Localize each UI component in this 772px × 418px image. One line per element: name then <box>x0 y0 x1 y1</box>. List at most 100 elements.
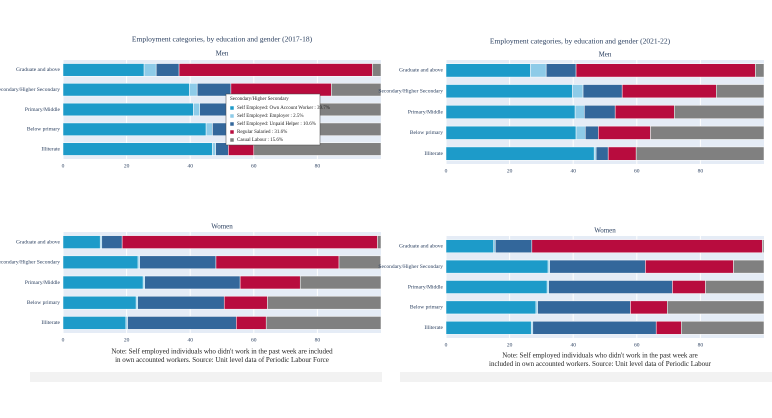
bar-segment <box>650 125 765 140</box>
bar-segment <box>372 63 382 77</box>
y-tick-label: Illiterate <box>424 151 443 157</box>
bar-segment <box>614 105 675 119</box>
bar-segment <box>585 125 599 140</box>
x-tick-label: 60 <box>634 342 640 348</box>
x-tick-label: 0 <box>62 163 65 169</box>
bar-segment <box>137 295 225 310</box>
bar-segment <box>655 321 682 335</box>
bar-segment <box>762 239 765 253</box>
tooltip-box <box>225 93 321 146</box>
bar-segment <box>239 275 301 290</box>
bar-segment <box>445 280 548 294</box>
bar-segment <box>62 295 137 310</box>
bar-segment <box>598 125 651 140</box>
x-tick-label: 80 <box>698 342 704 348</box>
bar-segment <box>549 259 646 274</box>
y-tick-label: Illiterate <box>41 320 60 326</box>
x-tick-label: 80 <box>698 168 704 174</box>
note: Note: Self employed individuals who didn… <box>502 352 697 360</box>
bar-segment <box>630 300 668 315</box>
bar-segment <box>495 239 533 253</box>
y-tick-label: Primary/Middle <box>25 280 61 286</box>
note: Note: Self employed individuals who didn… <box>111 348 333 356</box>
bar-segment <box>331 83 382 97</box>
bar-segment <box>205 122 213 136</box>
bar-segment <box>705 280 765 294</box>
tooltip-line: Regular Salaried : 31.6% <box>237 130 287 135</box>
y-tick-label: Secondary/Higher Secondary <box>378 88 443 94</box>
bar-segment <box>531 239 763 253</box>
chart-title: Employment categories, by education and … <box>132 35 313 44</box>
bar-segment <box>101 235 123 249</box>
bar-segment <box>62 316 127 330</box>
subplot-title: Men <box>599 51 612 59</box>
x-tick-label: 20 <box>507 342 513 348</box>
bar-segment <box>193 102 200 117</box>
y-tick-label: Below primary <box>27 300 60 306</box>
tooltip-line: Self Employed: Unpaid Helper : 10.6% <box>237 122 316 127</box>
bar-segment <box>299 275 382 290</box>
bar-segment <box>144 275 241 290</box>
tooltip-swatch <box>229 129 235 135</box>
bar-segment <box>674 105 765 119</box>
y-tick-label: Graduate and above <box>399 243 444 249</box>
bar-segment <box>571 84 584 99</box>
bar-segment <box>445 321 532 335</box>
x-tick-label: 60 <box>251 337 257 343</box>
note: included in own accounted workers. Sourc… <box>489 360 712 368</box>
x-tick-label: 40 <box>187 337 193 343</box>
tooltip-swatch <box>229 105 235 111</box>
bar-segment <box>62 142 213 156</box>
x-tick-label: 20 <box>124 337 130 343</box>
tooltip-title: Secondary/Higher Secondary <box>230 97 289 102</box>
x-tick-label: 80 <box>315 337 321 343</box>
bar-segment <box>139 255 217 270</box>
bar-segment <box>445 300 537 315</box>
y-tick-label: Below primary <box>410 130 443 136</box>
bar-segment <box>548 280 673 294</box>
bar-segment <box>582 84 623 99</box>
bar-segment <box>681 321 765 335</box>
subplot-title: Men <box>216 50 229 58</box>
bar-segment <box>62 275 144 290</box>
y-tick-label: Graduate and above <box>16 67 61 73</box>
y-tick-label: Primary/Middle <box>408 109 444 115</box>
y-tick-label: Illiterate <box>41 146 60 152</box>
tooltip: Secondary/Higher Secondary Self Employed:… <box>225 93 330 146</box>
bar-segment <box>155 63 180 77</box>
bar-segment <box>178 63 373 77</box>
x-tick-label: 0 <box>445 342 448 348</box>
bar-segment <box>635 146 765 161</box>
bar-segment <box>445 63 531 78</box>
bar-segment <box>575 125 586 140</box>
tooltip-swatch <box>229 137 235 143</box>
bar-segment <box>236 316 267 330</box>
chart-title: Employment categories, by education and … <box>490 37 671 46</box>
y-tick-label: Secondary/Higher Secondary <box>0 87 60 93</box>
bar-segment <box>143 63 157 77</box>
y-tick-label: Primary/Middle <box>408 284 444 290</box>
tooltip-swatch <box>229 121 235 127</box>
y-tick-label: Secondary/Higher Secondary <box>378 264 443 270</box>
bar-segment <box>445 125 577 140</box>
bar-segment <box>733 259 765 274</box>
y-tick-label: Graduate and above <box>16 239 61 245</box>
bar-segment <box>607 146 637 161</box>
bar-segment <box>445 259 549 274</box>
tooltip-swatch <box>229 113 235 119</box>
y-tick-label: Below primary <box>27 127 60 133</box>
bar-segment <box>667 300 765 315</box>
subplot-title: Women <box>211 223 233 231</box>
bar-segment <box>645 259 734 274</box>
x-tick-label: 40 <box>187 163 193 169</box>
bar-segment <box>530 63 547 78</box>
x-tick-label: 80 <box>315 163 321 169</box>
bar-segment <box>267 295 382 310</box>
tooltip-line: Self Employed: Own Account Worker : 39.7… <box>237 106 330 111</box>
bar-segment <box>215 255 340 270</box>
bar-segment <box>593 146 597 161</box>
bar-segment <box>545 63 577 78</box>
x-tick-label: 20 <box>507 168 513 174</box>
x-tick-label: 60 <box>251 163 257 169</box>
bar-segment <box>716 84 765 99</box>
